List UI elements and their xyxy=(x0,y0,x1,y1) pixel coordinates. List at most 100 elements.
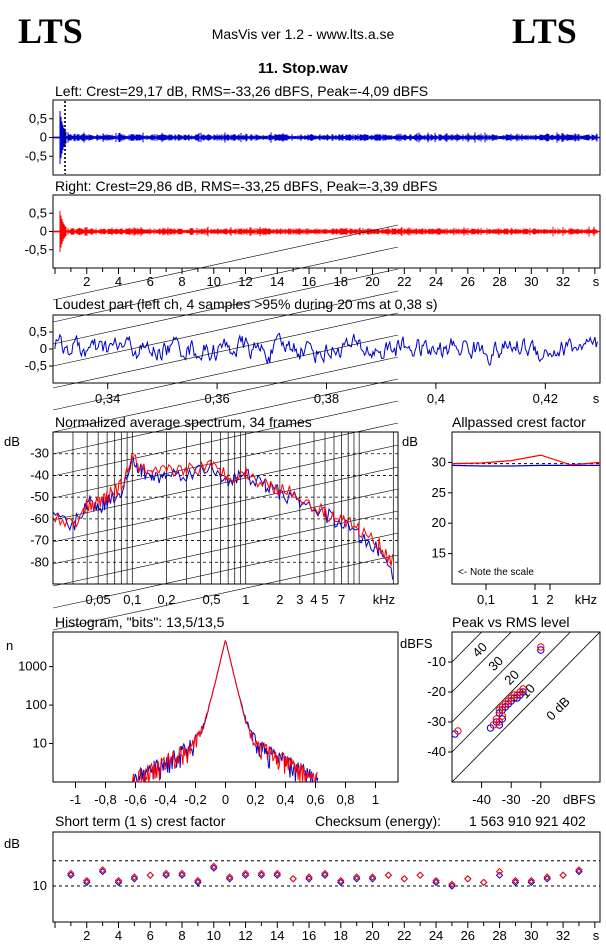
histogram-xtick-label: -0,4 xyxy=(154,792,176,807)
right-waveform-tick-label: 28 xyxy=(492,274,506,289)
histogram-title: Histogram, "bits": 13,5/13,5 xyxy=(55,614,225,630)
short-crest-point-left xyxy=(289,875,297,883)
short-crest-point-left xyxy=(384,871,393,879)
spectrum-slope xyxy=(52,422,399,499)
spectrum-xtick-label: 4 xyxy=(310,592,317,607)
short-crest-ylabel: dB xyxy=(4,836,20,851)
short-crest-point-right xyxy=(146,871,154,879)
short-crest-point-left xyxy=(559,871,567,879)
short-crest-point-right xyxy=(527,876,536,885)
histogram-xtick-label: 0 xyxy=(222,792,229,807)
histogram-xtick-label: -0,6 xyxy=(124,792,146,807)
right-waveform-tick-label: 10 xyxy=(207,274,221,289)
loudest-ytick-label: 0 xyxy=(40,341,47,356)
peak-rms-xtick-label: -40 xyxy=(472,792,491,807)
crest-allpass-frame xyxy=(451,431,601,585)
spectrum-border xyxy=(52,431,399,585)
peak-rms-diag-label: 0 dB xyxy=(543,694,573,724)
spectrum-slope xyxy=(52,466,399,543)
short-crest-point-right xyxy=(321,869,329,878)
spectrum-slope xyxy=(52,554,399,631)
short-crest-point-right xyxy=(432,876,440,885)
spectrum-xtick-label: 7 xyxy=(338,592,345,607)
spectrum-xtick-label: 0,5 xyxy=(203,592,221,607)
spectrum-slope xyxy=(52,510,399,587)
peak-rms-point-left xyxy=(519,688,527,696)
short-crest-point-right xyxy=(305,873,313,881)
spectrum-xtick-label: 2 xyxy=(276,592,283,607)
crest-allpass-xtick-label: 2 xyxy=(546,592,553,607)
short-crest-point-right xyxy=(352,873,361,881)
histogram-xtick-label: 0,6 xyxy=(306,792,324,807)
short-crest-point-right xyxy=(337,876,345,885)
peak-rms-ytick-label: -30 xyxy=(427,714,446,729)
spectrum-slope xyxy=(52,334,399,411)
short-crest-point-right xyxy=(67,869,75,878)
short-crest-tick-label: 26 xyxy=(461,928,475,943)
short-crest-tick-label: 16 xyxy=(302,928,316,943)
short-crest-point-right xyxy=(368,873,377,881)
spectrum-slope xyxy=(52,290,399,367)
right-waveform-tick-label: 26 xyxy=(461,274,475,289)
short-crest-point-right xyxy=(289,875,297,883)
loudest-xtick-label: 0,4 xyxy=(427,391,445,406)
short-crest-tick-label: 32 xyxy=(556,928,570,943)
spectrum-slope xyxy=(52,444,399,521)
crest-allpass-series-right xyxy=(451,454,601,466)
spectrum-slope xyxy=(52,224,399,301)
short-crest-tick-label: 6 xyxy=(147,928,154,943)
spectrum-xtick-label: 3 xyxy=(296,592,303,607)
file-name: 11. Stop.wav xyxy=(257,60,349,77)
short-crest-point-right xyxy=(384,871,393,879)
short-crest-point-right xyxy=(479,878,488,887)
spectrum-xtick-label: 0,1 xyxy=(123,592,141,607)
right-waveform-tick-label: 16 xyxy=(302,274,316,289)
histogram-series-right xyxy=(132,639,319,783)
histogram-xtick-label: -1 xyxy=(70,792,82,807)
short-crest-point-right xyxy=(225,873,234,881)
spectrum-slope xyxy=(52,268,399,345)
peak-rms-point-right xyxy=(495,718,504,726)
peak-rms-diag xyxy=(451,631,482,663)
loudest-xtick-label: 0,38 xyxy=(314,391,339,406)
right-waveform-tick-label: 14 xyxy=(270,274,284,289)
loudest-xtick-label: s xyxy=(593,391,600,406)
histogram-xtick-label: -0,2 xyxy=(184,792,206,807)
short-crest-point-right xyxy=(273,869,281,878)
short-crest-tick-label: 8 xyxy=(178,928,185,943)
short-crest-point-right xyxy=(416,871,424,879)
peak-rms-diag xyxy=(451,631,512,693)
spectrum-slope xyxy=(52,356,399,433)
peak-rms-frame xyxy=(451,631,601,783)
spectrum-ytick-label: -30 xyxy=(30,446,49,461)
peak-rms-point-left xyxy=(537,646,545,654)
short-crest-point-right xyxy=(575,866,583,874)
right-waveform-tick-label: 4 xyxy=(115,274,122,289)
peak-rms-diag xyxy=(451,631,571,753)
short-crest-point-right xyxy=(83,876,91,885)
loudest-title: Loudest part (left ch, 4 samples >95% du… xyxy=(55,296,437,312)
loudest-signal xyxy=(54,332,598,366)
spectrum-xtick-label: kHz xyxy=(373,592,395,607)
short-crest-point-right xyxy=(210,862,218,870)
crest-allpass-xtick-label: 0,1 xyxy=(477,592,495,607)
right-waveform-tick-label: 20 xyxy=(365,274,379,289)
spectrum-slope xyxy=(52,378,399,455)
short-crest-point-right xyxy=(241,869,250,878)
crest-allpass-ytick-label: 25 xyxy=(432,485,446,500)
peak-rms-point-right xyxy=(454,727,462,735)
peak-rms-point-right xyxy=(498,712,507,720)
right-waveform-title: Right: Crest=29,86 dB, RMS=-33,25 dBFS, … xyxy=(55,178,437,194)
crest-allpass-xtick-label: 1 xyxy=(531,592,538,607)
histogram-xtick-label: 0,8 xyxy=(336,792,354,807)
left-waveform-ytick-label: -0,5 xyxy=(25,148,47,163)
histogram-xtick-label: 0,4 xyxy=(276,792,294,807)
short-crest-tick-label: 18 xyxy=(334,928,348,943)
right-waveform-tick-label: 24 xyxy=(429,274,443,289)
short-crest-tick-label: 14 xyxy=(270,928,284,943)
short-crest-point-left xyxy=(416,871,424,879)
right-waveform-ytick-label: 0,5 xyxy=(29,205,47,220)
histogram-ytick-label: 100 xyxy=(25,697,47,712)
spectrum-xtick-label: 0,05 xyxy=(85,592,110,607)
right-waveform-ytick-label: 0 xyxy=(40,224,47,239)
